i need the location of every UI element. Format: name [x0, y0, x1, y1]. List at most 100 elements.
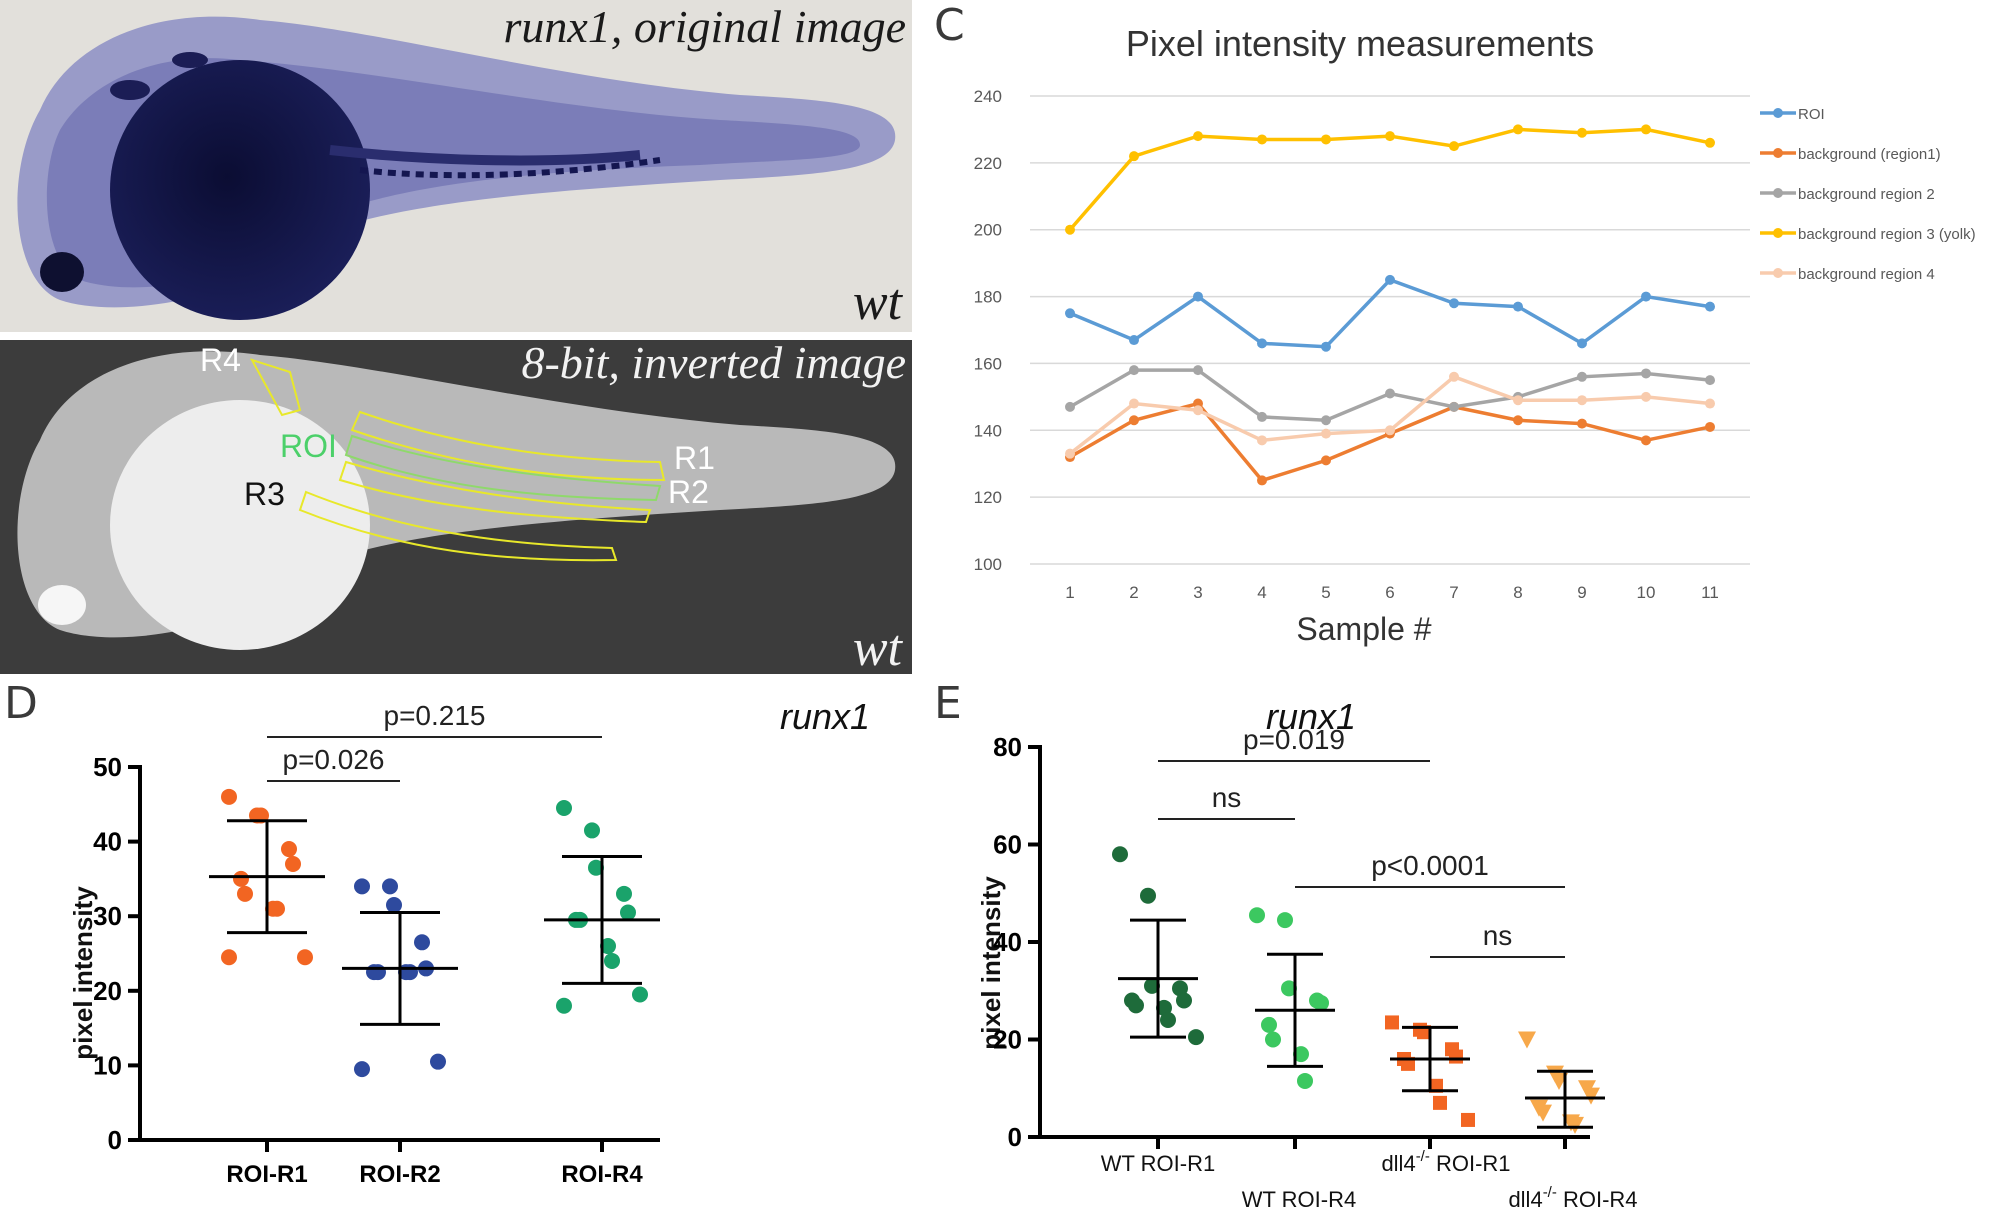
y-tick-label: 100 [974, 555, 1002, 574]
region-label-roi: ROI [280, 428, 337, 464]
data-point [1518, 1031, 1536, 1049]
data-point [1188, 1029, 1204, 1046]
y-tick-label: 10 [93, 1050, 122, 1080]
data-point [285, 855, 301, 872]
data-point [1449, 1049, 1463, 1064]
data-point [1321, 455, 1331, 466]
series-line [1069, 401, 1711, 483]
data-point [1129, 335, 1139, 346]
data-point [1144, 977, 1160, 994]
y-tick-label: 160 [974, 354, 1002, 373]
data-point [1705, 375, 1715, 386]
region-r4-outline [249, 358, 302, 417]
comparison-label: ns [1212, 782, 1242, 813]
x-category-label: WT ROI-R4 [1242, 1187, 1356, 1212]
chart-e-ylabel: pixel intensity [976, 876, 1006, 1050]
y-tick-label: 20 [93, 976, 122, 1006]
data-point [1128, 997, 1144, 1014]
x-tick-label: 9 [1577, 583, 1586, 602]
x-category-label: ROI-R4 [561, 1161, 643, 1188]
data-point [1140, 887, 1156, 904]
data-point [1513, 395, 1523, 406]
data-point [1129, 365, 1139, 376]
data-point [1172, 980, 1188, 997]
data-point [1449, 371, 1459, 382]
y-tick-label: 40 [93, 827, 122, 857]
legend-label: background region 3 (yolk) [1798, 226, 1976, 243]
data-point [1065, 401, 1075, 412]
data-point [1129, 151, 1139, 162]
data-point [1577, 418, 1587, 429]
region-r2-outline [338, 460, 652, 524]
data-point [1641, 291, 1651, 302]
data-point [1705, 398, 1715, 409]
data-point [1321, 341, 1331, 352]
data-point [221, 788, 237, 805]
data-point [1176, 992, 1192, 1009]
data-point [1385, 1015, 1399, 1030]
data-point [1277, 912, 1293, 929]
chart-c-line: Pixel intensity measurements Sample # 10… [974, 23, 1976, 647]
data-point [556, 800, 572, 817]
data-point [1249, 907, 1265, 924]
data-point [1129, 415, 1139, 426]
data-point [1313, 994, 1329, 1011]
region-r1-outline [350, 410, 666, 482]
comparison-label: p=0.026 [283, 744, 385, 775]
data-point [1566, 1116, 1584, 1134]
data-point [354, 878, 370, 895]
data-point [402, 964, 418, 981]
comparison-label: p=0.019 [1243, 724, 1345, 755]
embryo-inverted-illustration [17, 351, 896, 650]
data-point [1513, 124, 1523, 135]
data-point [1449, 401, 1459, 412]
panel-letter-d: D [4, 678, 38, 729]
y-tick-label: 120 [974, 488, 1002, 507]
data-point [1577, 371, 1587, 382]
x-tick-label: 2 [1129, 583, 1138, 602]
legend-label: background region 4 [1798, 266, 1935, 283]
data-point [584, 822, 600, 839]
embryo-stained-illustration [17, 16, 896, 320]
data-point [297, 949, 313, 966]
data-point [1641, 368, 1651, 379]
y-tick-label: 0 [1008, 1122, 1022, 1152]
data-point [588, 859, 604, 876]
data-point [1193, 131, 1203, 142]
data-point [269, 900, 285, 917]
chart-d-ylabel: pixel intensity [68, 886, 98, 1060]
data-point [1577, 338, 1587, 349]
chart-d-dotplot: runx1 pixel intensity 0 10 20 30 40 50 ROI-R1 R… [68, 696, 870, 1188]
panel-a-genotype: wt [852, 274, 902, 331]
x-tick-label: 5 [1321, 583, 1330, 602]
panel-letter-c: C [934, 0, 965, 51]
series-line [1068, 127, 1711, 231]
panel-letter-e: E [934, 678, 962, 729]
x-category-label: WT ROI-R1 [1101, 1151, 1215, 1176]
legend-swatch-dot [1773, 148, 1783, 158]
data-point [430, 1053, 446, 1070]
y-tick-label: 180 [974, 288, 1002, 307]
data-point [233, 870, 249, 887]
data-point [1385, 131, 1395, 142]
data-point [1297, 1072, 1313, 1089]
legend-swatch-dot [1773, 188, 1783, 198]
data-point [1513, 415, 1523, 426]
region-label-r1: R1 [674, 440, 715, 476]
region-r3-outline [298, 490, 618, 562]
data-point [1385, 274, 1395, 285]
data-point [414, 934, 430, 951]
y-tick-label: 140 [974, 421, 1002, 440]
x-category-label: ROI-R1 [226, 1161, 307, 1188]
data-point [1293, 1046, 1309, 1063]
region-label-r4: R4 [200, 342, 241, 378]
data-point [1582, 1087, 1600, 1105]
data-point [1513, 301, 1523, 312]
data-point [1385, 388, 1395, 399]
y-tick-label: 0 [108, 1125, 122, 1155]
data-point [1705, 421, 1715, 432]
legend-swatch-dot [1773, 228, 1783, 238]
x-category-label: dll4-/- ROI-R1 [1381, 1148, 1510, 1176]
legend-label: ROI [1798, 106, 1825, 123]
y-tick-label: 200 [974, 221, 1002, 240]
